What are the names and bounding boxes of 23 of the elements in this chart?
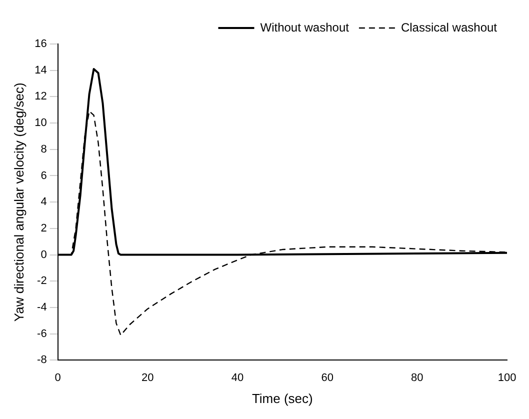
x-tick-label: 80 xyxy=(411,372,424,384)
y-tick-label: 14 xyxy=(34,64,47,76)
x-tick-label: 100 xyxy=(498,372,516,384)
x-axis-title: Time (sec) xyxy=(252,390,313,406)
x-tick-label: 20 xyxy=(142,372,154,384)
y-axis-title: Yaw directional angular velocity (deg/sec) xyxy=(11,82,26,322)
x-tick-label: 40 xyxy=(231,372,244,384)
y-tick-label: -8 xyxy=(37,354,47,366)
y-tick-label: 0 xyxy=(40,248,47,261)
y-tick-label: 6 xyxy=(40,170,47,182)
y-tick-label: -4 xyxy=(37,302,47,314)
x-tick-label: 0 xyxy=(54,372,61,384)
x-tick-label: 60 xyxy=(321,372,334,384)
y-tick-label: -2 xyxy=(37,275,47,288)
y-tick-label: 8 xyxy=(40,143,47,156)
y-tick-label: 12 xyxy=(34,90,47,103)
y-tick-label: 10 xyxy=(34,117,47,130)
legend-label: Classical washout xyxy=(400,20,498,34)
legend-label: Without washout xyxy=(260,20,350,34)
y-tick-label: 2 xyxy=(40,222,47,234)
y-tick-label: 4 xyxy=(40,196,47,208)
y-tick-label: 16 xyxy=(34,38,47,50)
y-tick-label: -6 xyxy=(37,328,47,340)
